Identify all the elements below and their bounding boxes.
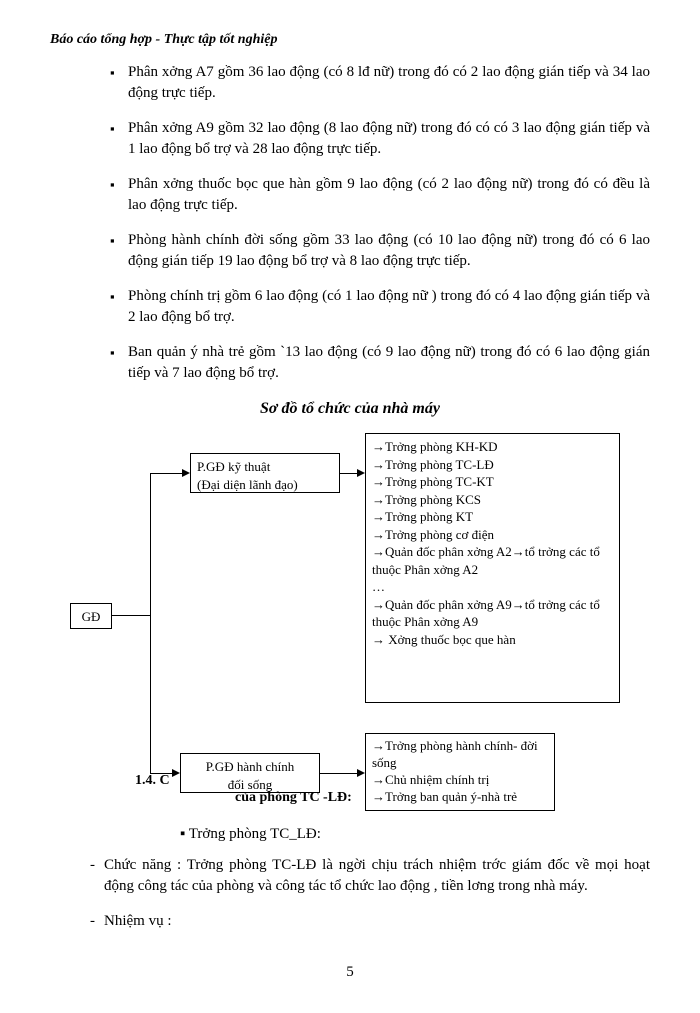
report-header: Báo cáo tổng hợp - Thực tập tốt nghiệp bbox=[50, 30, 650, 50]
node-gd: GĐ bbox=[70, 603, 112, 629]
connector-line bbox=[112, 615, 150, 616]
pgd1-line1: P.GĐ kỹ thuật bbox=[197, 459, 270, 474]
node-departments-list: →Trởng phòng KH-KD →Trởng phòng TC-LĐ →T… bbox=[365, 433, 620, 703]
diagram-title: Sơ đồ tổ chức của nhà máy bbox=[50, 398, 650, 420]
list1-item: →Trởng phòng KT bbox=[372, 508, 613, 526]
bullet-item: Phòng hành chính đời sống gồm 33 lao độn… bbox=[110, 230, 650, 272]
bullet-item: Phòng chính trị gồm 6 lao động (có 1 lao… bbox=[110, 286, 650, 328]
pgd1-line2: (Đại diện lãnh đạo) bbox=[197, 477, 298, 492]
list2-item: →Trởng phòng hành chính- đời sống bbox=[372, 738, 548, 772]
page-number: 5 bbox=[50, 962, 650, 983]
list1-item: →Trởng phòng cơ điện bbox=[372, 526, 613, 544]
section-heading-fragment: 1.4. C bbox=[135, 771, 170, 791]
list1-item: … bbox=[372, 578, 613, 596]
arrow-icon bbox=[357, 769, 365, 777]
list1-item: → Xởng thuốc bọc que hàn bbox=[372, 631, 613, 649]
list1-item: →Quản đốc phân xởng A9→tổ trởng các tổ t… bbox=[372, 596, 613, 631]
sub-bullet-item: Trởng phòng TC_LĐ: bbox=[180, 824, 650, 845]
connector-line bbox=[150, 473, 182, 474]
list2-item: →Chủ nhiệm chính trị bbox=[372, 772, 548, 789]
connector-line bbox=[320, 773, 357, 774]
list1-item: →Trởng phòng KCS bbox=[372, 491, 613, 509]
connector-line bbox=[150, 473, 151, 773]
bullet-item: Phân xởng A7 gồm 36 lao động (có 8 lđ nữ… bbox=[110, 62, 650, 104]
arrow-icon bbox=[357, 469, 365, 477]
dash-item: Nhiệm vụ : bbox=[90, 911, 650, 932]
bullet-item: Ban quản ý nhà trẻ gồm `13 lao động (có … bbox=[110, 342, 650, 384]
node-pgd-admin: P.GĐ hành chính đối sống bbox=[180, 753, 320, 793]
pgd2-line1: P.GĐ hành chính bbox=[206, 759, 294, 774]
node-admin-list: →Trởng phòng hành chính- đời sống →Chủ n… bbox=[365, 733, 555, 811]
dash-list: Chức năng : Trởng phòng TC-LĐ là ngời ch… bbox=[90, 855, 650, 932]
section-heading-fragment: của phòng TC ‑LĐ: bbox=[235, 788, 352, 808]
org-chart-diagram: GĐ P.GĐ kỹ thuật (Đại diện lãnh đạo) P.G… bbox=[70, 428, 630, 818]
list2-item: →Trởng ban quản ý-nhà trẻ bbox=[372, 789, 548, 806]
arrow-icon bbox=[182, 469, 190, 477]
list1-item: →Trởng phòng TC-KT bbox=[372, 473, 613, 491]
arrow-icon bbox=[172, 769, 180, 777]
bullet-list: Phân xởng A7 gồm 36 lao động (có 8 lđ nữ… bbox=[110, 62, 650, 384]
bullet-item: Phân xởng thuốc bọc que hàn gồm 9 lao độ… bbox=[110, 174, 650, 216]
bullet-item: Phân xởng A9 gồm 32 lao động (8 lao động… bbox=[110, 118, 650, 160]
list1-item: →Trởng phòng TC-LĐ bbox=[372, 456, 613, 474]
node-pgd-technical: P.GĐ kỹ thuật (Đại diện lãnh đạo) bbox=[190, 453, 340, 493]
dash-item: Chức năng : Trởng phòng TC-LĐ là ngời ch… bbox=[90, 855, 650, 897]
connector-line bbox=[340, 473, 357, 474]
list1-item: →Trởng phòng KH-KD bbox=[372, 438, 613, 456]
list1-item: →Quản đốc phân xởng A2→tổ trởng các tổ t… bbox=[372, 543, 613, 578]
